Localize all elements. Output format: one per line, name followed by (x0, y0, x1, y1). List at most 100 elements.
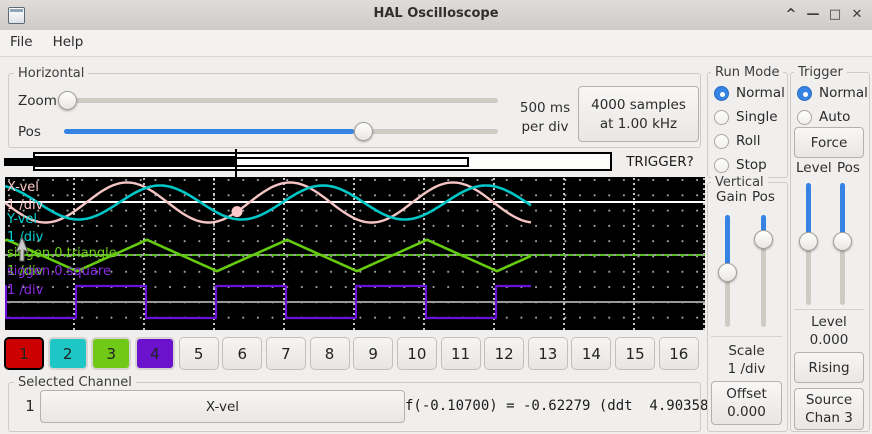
channel-button-6[interactable]: 6 (222, 337, 263, 370)
channel-button-5[interactable]: 5 (178, 337, 219, 370)
app-icon (8, 7, 25, 24)
vertical-pos-slider-handle[interactable] (754, 230, 773, 249)
run-mode-option-stop[interactable]: Stop (714, 153, 785, 177)
vertical-gain-label: Gain (716, 189, 748, 205)
vertical-legend: Vertical (711, 175, 768, 190)
channel-button-11[interactable]: 11 (440, 337, 481, 370)
scope-channel-label: X-vel (7, 180, 39, 195)
capture-progress-fill (35, 156, 237, 167)
offset-button[interactable]: Offset 0.000 (711, 381, 782, 425)
selected-channel-group (8, 382, 701, 432)
selected-channel-number: 1 (25, 397, 35, 415)
scope-channel-label: 1 /div (7, 230, 44, 245)
scale-value: 1 /div (727, 361, 766, 377)
gain-slider-handle[interactable] (718, 263, 737, 282)
channel1-baseline (5, 201, 705, 203)
channel-button-2[interactable]: 2 (47, 337, 88, 370)
trigger-level-value: 0.000 (809, 332, 849, 348)
trigger-source-label: Source (805, 392, 853, 408)
trigger-mode-option-radio-auto[interactable] (797, 109, 812, 125)
maximize-button[interactable]: □ (828, 7, 842, 22)
scope-channel-label: Y-vel (7, 212, 38, 227)
channel-button-12[interactable]: 12 (484, 337, 525, 370)
run-mode-option-normal[interactable]: Normal (714, 81, 785, 105)
zoom-label: Zoom (18, 93, 57, 109)
pos-slider-handle[interactable] (354, 122, 373, 141)
record-length-line1: 4000 samples (591, 96, 686, 113)
trigger-source-button[interactable]: Source Chan 3 (794, 388, 864, 430)
run-mode-option-radio-normal[interactable] (714, 85, 729, 101)
vertical-separator (711, 336, 782, 337)
scope-channel-label: siggen.0.square (7, 264, 111, 279)
trigger-legend: Trigger (794, 65, 847, 80)
trigger-source-value: Chan 3 (805, 410, 853, 426)
trigger-level-value-label: Level (811, 314, 847, 330)
trigger-edge-button[interactable]: Rising (794, 352, 864, 383)
channel-button-7[interactable]: 7 (265, 337, 306, 370)
run-mode-option-radio-roll[interactable] (714, 133, 729, 149)
trigger-mode-option-auto[interactable]: Auto (797, 105, 868, 129)
close-button[interactable]: ✕ (851, 7, 863, 22)
trigger-position-marker (235, 149, 237, 177)
channel-button-10[interactable]: 10 (396, 337, 437, 370)
menu-help[interactable]: Help (52, 34, 84, 50)
vertical-pos-label: Pos (752, 189, 775, 205)
horizontal-group (8, 73, 701, 148)
channel-button-8[interactable]: 8 (309, 337, 350, 370)
run-mode-option-roll[interactable]: Roll (714, 129, 785, 153)
trigger-mode-option-radio-normal[interactable] (797, 85, 812, 101)
pos-slider-fill (64, 129, 354, 134)
trigger-pos-slider-handle[interactable] (833, 232, 852, 251)
vertical-pos-slider-track[interactable] (761, 215, 766, 327)
waveform-x-vel (5, 181, 532, 224)
channel-button-16[interactable]: 16 (658, 337, 699, 370)
menu-file[interactable]: File (10, 34, 33, 50)
run-mode-option-single[interactable]: Single (714, 105, 785, 129)
channel-button-15[interactable]: 15 (615, 337, 656, 370)
scope-channel-label: 1 /div (7, 264, 44, 279)
capture-progress-overhang (4, 158, 33, 166)
record-length-button[interactable]: 4000 samples at 1.00 kHz (578, 86, 699, 142)
zoom-slider-handle[interactable] (58, 91, 77, 110)
scope-display: X-vel 1 /div Y-vel 1 /div siggen.0.triangle 1… (5, 177, 705, 330)
capture-window-outline (237, 157, 469, 167)
force-trigger-label: Force (810, 134, 848, 151)
trigger-level-slider-fill (806, 183, 811, 242)
run-mode-legend: Run Mode (711, 65, 784, 80)
waveform-siggen.0.square (5, 284, 531, 320)
scope-channel-label: 1 /div (7, 283, 44, 298)
trigger-status-label: TRIGGER? (626, 154, 694, 170)
zoom-slider-track[interactable] (58, 98, 498, 103)
channel-source-button[interactable]: X-vel (40, 390, 405, 423)
gain-slider-fill (725, 215, 730, 273)
channel-source-label: X-vel (205, 398, 240, 415)
time-per-div-label: per div (521, 119, 569, 135)
trigger-level-label: Level (796, 160, 832, 176)
horizontal-legend: Horizontal (14, 66, 89, 81)
run-mode-option-radio-single[interactable] (714, 109, 729, 125)
minimize-button[interactable]: — (806, 7, 820, 22)
waveform-canvas (5, 181, 532, 320)
run-mode-option-label: Stop (736, 157, 767, 173)
channel-button-13[interactable]: 13 (527, 337, 568, 370)
waveform-siggen.0.triangle (5, 238, 532, 273)
shade-button[interactable]: ^ (785, 7, 797, 22)
waveform-y-vel (5, 184, 532, 221)
channel-button-3[interactable]: 3 (91, 337, 132, 370)
force-trigger-button[interactable]: Force (794, 127, 864, 158)
window-controls: ^ — □ ✕ (782, 4, 866, 26)
channel3-baseline-dashed (5, 254, 705, 256)
trigger-edge-label: Rising (808, 359, 850, 376)
cursor-reading: f(-0.10700) = -0.62279 (ddt 4.90358) (405, 398, 717, 414)
trigger-mode-option-normal[interactable]: Normal (797, 81, 868, 105)
trigger-level-slider-handle[interactable] (799, 232, 818, 251)
channel-button-9[interactable]: 9 (353, 337, 394, 370)
scope-channel-label: siggen.0.triangle (7, 246, 117, 261)
channel-button-4[interactable]: 4 (134, 337, 175, 370)
trigger-pos-label: Pos (837, 160, 860, 176)
pos-label: Pos (18, 124, 41, 140)
channel-button-14[interactable]: 14 (571, 337, 612, 370)
run-mode-option-radio-stop[interactable] (714, 157, 729, 173)
channel-button-1[interactable]: 1 (4, 337, 44, 370)
